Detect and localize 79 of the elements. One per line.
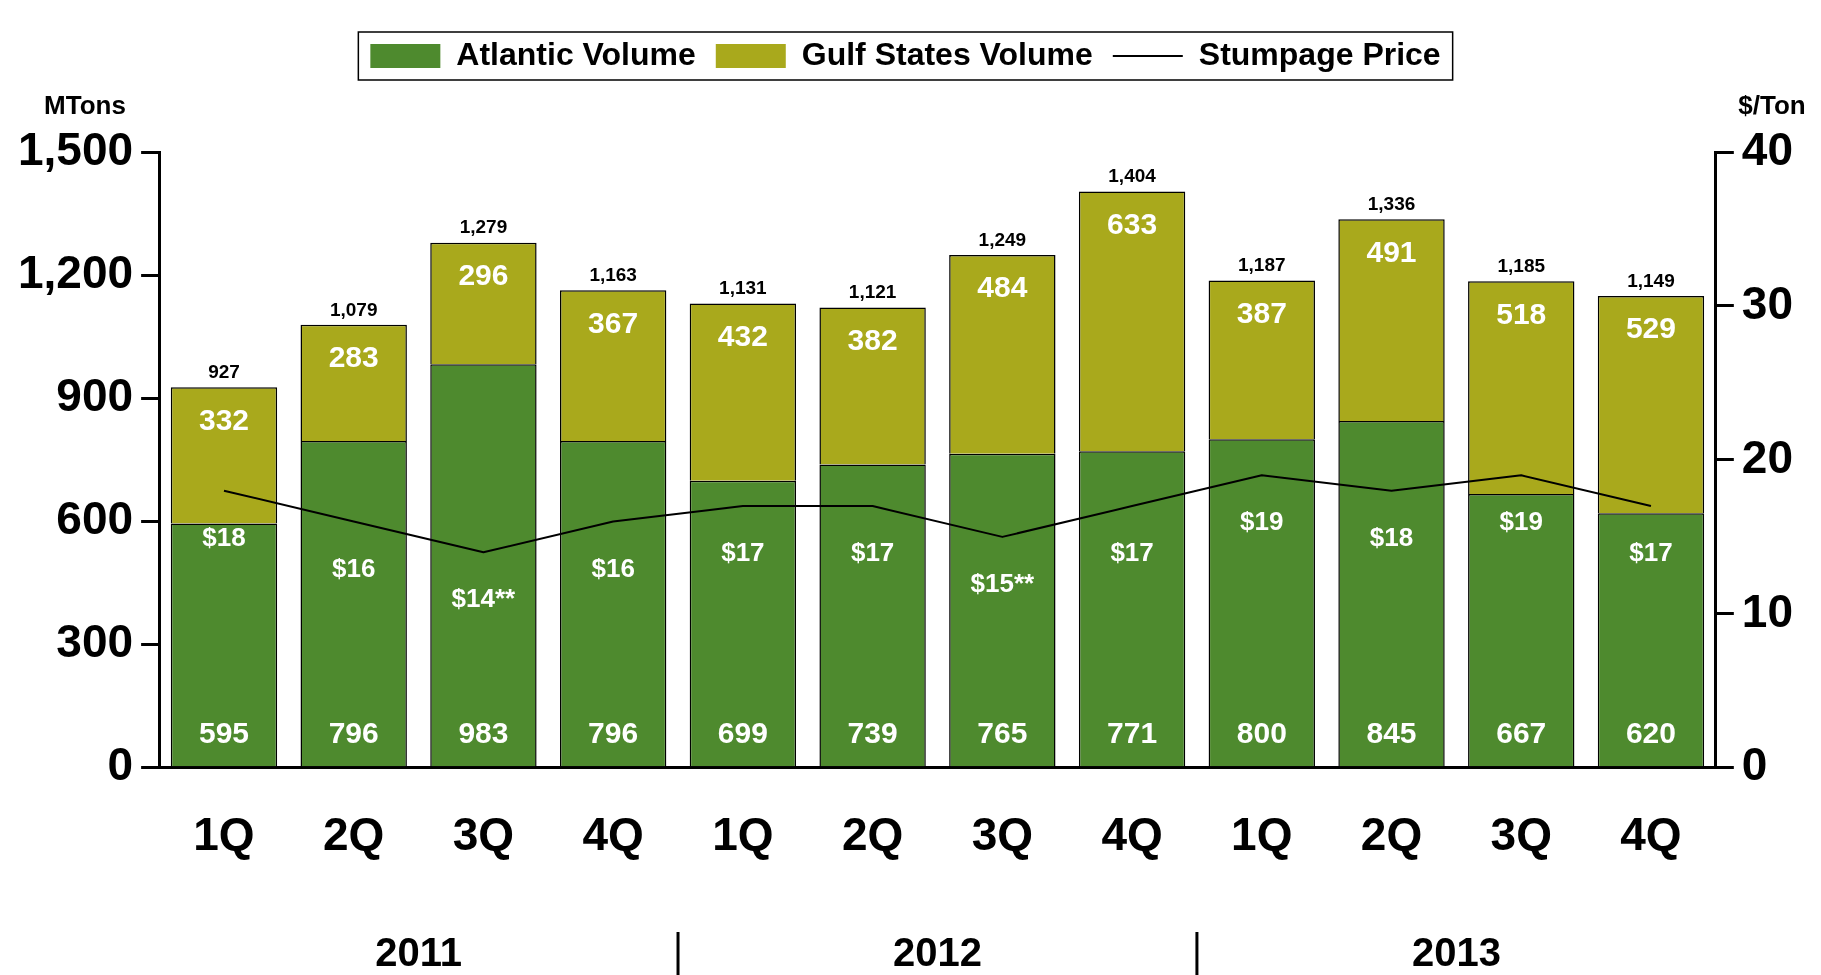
total-label: 1,131 xyxy=(719,277,768,299)
data-label: 796 xyxy=(328,715,379,749)
data-label: 382 xyxy=(847,322,898,356)
data-label: 771 xyxy=(1107,715,1158,749)
data-label: 845 xyxy=(1366,715,1417,749)
data-label: 518 xyxy=(1496,296,1547,330)
total-label: 1,404 xyxy=(1108,165,1157,187)
data-label: $18 xyxy=(1369,521,1414,552)
y2-tick-label: 0 xyxy=(1741,738,1768,791)
y-tick-label: 300 xyxy=(56,615,134,668)
text: 2012 xyxy=(892,930,982,975)
data-label: 983 xyxy=(458,715,509,749)
data-label: $17 xyxy=(721,537,765,568)
data-label: 529 xyxy=(1625,311,1676,345)
legend-label: Gulf States Volume xyxy=(801,35,1093,72)
x-tick-label: 4Q xyxy=(1101,808,1163,861)
data-label: 633 xyxy=(1107,206,1158,240)
data-label: $18 xyxy=(202,521,246,552)
data-label: 367 xyxy=(588,305,639,339)
x-tick-label: 1Q xyxy=(1231,808,1293,861)
data-label: 296 xyxy=(458,257,509,291)
data-label: 800 xyxy=(1236,715,1287,749)
data-label: 432 xyxy=(717,318,768,352)
text: 2013 xyxy=(1411,930,1501,975)
data-label: $16 xyxy=(332,552,376,583)
total-label: 1,079 xyxy=(329,298,378,320)
y2-tick-label: 10 xyxy=(1741,584,1794,637)
total-label: 1,279 xyxy=(459,216,508,238)
y2-tick-label: 40 xyxy=(1741,122,1794,175)
y-tick-label: 1,500 xyxy=(17,122,134,175)
data-label: 491 xyxy=(1366,234,1417,268)
x-tick-label: 3Q xyxy=(1490,808,1552,861)
data-label: $17 xyxy=(1629,537,1673,568)
data-label: $16 xyxy=(591,552,635,583)
x-tick-label: 4Q xyxy=(1620,808,1682,861)
legend-label: Stumpage Price xyxy=(1198,35,1441,72)
data-label: $17 xyxy=(850,537,895,568)
data-label: 332 xyxy=(198,402,250,436)
data-label: 739 xyxy=(847,715,898,749)
data-label: 387 xyxy=(1236,295,1287,329)
total-label: 1,149 xyxy=(1627,269,1675,291)
data-label: $19 xyxy=(1240,506,1284,537)
x-tick-label: 3Q xyxy=(971,808,1034,861)
data-label: 484 xyxy=(977,270,1028,304)
data-label: 699 xyxy=(717,715,768,749)
data-label: 765 xyxy=(977,715,1028,749)
x-tick-label: 3Q xyxy=(452,808,515,861)
x-tick-label: 2Q xyxy=(323,808,385,861)
x-tick-label: 4Q xyxy=(582,808,644,861)
total-label: 1,249 xyxy=(978,228,1027,250)
data-label: 595 xyxy=(198,715,250,749)
y-axis-title: MTons xyxy=(44,90,126,121)
total-label: 927 xyxy=(208,360,240,382)
data-label: 667 xyxy=(1496,715,1547,749)
legend-label: Atlantic Volume xyxy=(456,35,696,72)
x-tick-label: 2Q xyxy=(841,808,904,861)
total-label: 1,185 xyxy=(1497,255,1546,277)
y2-axis-title: $/Ton xyxy=(1738,90,1806,121)
data-label: $15** xyxy=(970,568,1036,599)
data-label: $17 xyxy=(1110,537,1154,568)
data-label: 620 xyxy=(1625,715,1676,749)
total-label: 1,121 xyxy=(848,281,897,303)
data-label: 283 xyxy=(328,340,379,374)
total-label: 1,336 xyxy=(1367,193,1416,215)
y-tick-label: 600 xyxy=(56,492,134,545)
total-label: 1,163 xyxy=(589,264,637,286)
x-tick-label: 1Q xyxy=(193,808,255,861)
y2-tick-label: 20 xyxy=(1741,430,1794,483)
data-label: $19 xyxy=(1499,506,1543,537)
y-tick-label: 1,200 xyxy=(17,245,134,298)
text: 2011 xyxy=(375,930,462,975)
y2-tick-label: 30 xyxy=(1741,276,1794,329)
x-tick-label: 1Q xyxy=(712,808,774,861)
data-label: 796 xyxy=(588,715,639,749)
total-label: 1,187 xyxy=(1238,254,1286,276)
data-label: $14** xyxy=(451,583,517,614)
y-tick-label: 0 xyxy=(107,738,134,791)
y-tick-label: 900 xyxy=(56,369,134,422)
x-tick-label: 2Q xyxy=(1360,808,1423,861)
